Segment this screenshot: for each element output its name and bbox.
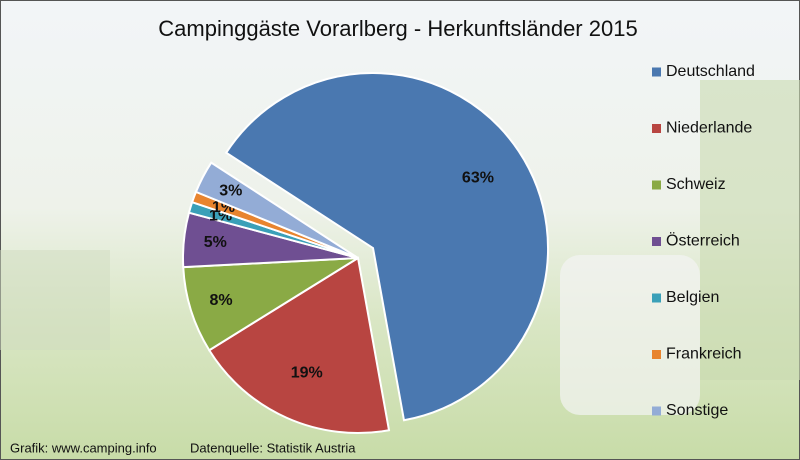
legend-marker: [652, 293, 661, 303]
scenery: [0, 250, 110, 350]
legend-label: Österreich: [666, 232, 740, 250]
legend-marker: [652, 180, 661, 190]
pie-slice: [224, 72, 549, 422]
footer: Datenquelle: Statistik Austria: [190, 440, 356, 455]
legend-marker: [652, 406, 661, 416]
footer: Grafik: www.camping.info: [10, 440, 157, 455]
legend-label: Frankreich: [666, 346, 742, 363]
legend-marker: [652, 67, 661, 77]
legend-label: Schweiz: [666, 176, 726, 193]
legend: Deutschland Niederlande Schweiz Österreich B…: [652, 63, 755, 419]
legend-label: Niederlande: [666, 120, 752, 137]
legend-label: Deutschland: [666, 63, 755, 80]
legend-marker: [652, 350, 661, 359]
data-label: 19%: [291, 364, 323, 381]
legend-label: Sonstige: [666, 402, 728, 419]
legend-marker: [652, 124, 661, 133]
data-label: 8%: [210, 292, 233, 309]
data-label: 63%: [462, 170, 494, 187]
pie: 63%19%8%5%1%1%3%: [182, 72, 549, 434]
scenery: [560, 255, 700, 415]
legend-marker: [652, 237, 661, 246]
chart-title: Campinggäste Vorarlberg - Herkunftslände…: [158, 16, 637, 41]
pie-slice: [207, 256, 391, 434]
scenery: [700, 80, 800, 380]
legend-label: Belgien: [666, 289, 719, 306]
data-label: 3%: [219, 183, 242, 200]
pie-slice: [194, 161, 359, 259]
data-label: 5%: [204, 234, 227, 251]
